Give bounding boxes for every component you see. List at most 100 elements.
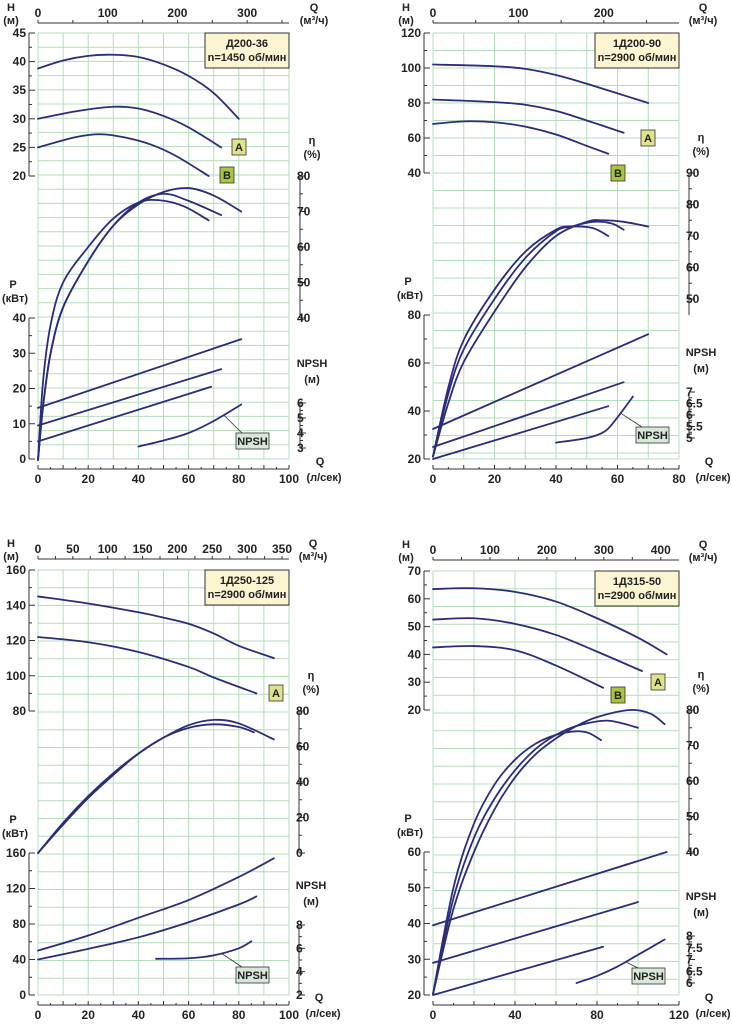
eta-axis-unit: (%) <box>692 146 709 158</box>
npsh-tag-label: NPSH <box>237 970 268 982</box>
p-tick-label: 20 <box>13 382 27 396</box>
q-tick-label: 0 <box>35 1008 42 1022</box>
pump-model-title: 1Д250-125 <box>220 575 274 587</box>
h-tick-label: 100 <box>6 669 26 683</box>
impeller-marker-label: A <box>644 133 652 145</box>
p-tick-label: 80 <box>408 308 422 322</box>
q-tick-label: 40 <box>132 472 146 486</box>
q-m3h-tick-label: 150 <box>133 542 153 556</box>
q-tick-label: 100 <box>279 1008 299 1022</box>
p-axis-title: P <box>9 279 16 291</box>
h-axis-title: H <box>7 2 15 14</box>
head-curve <box>37 595 275 660</box>
impeller-marker-B <box>610 164 626 182</box>
npsh-tick-label: 4 <box>296 965 303 979</box>
q-tick-label: 0 <box>35 472 42 486</box>
efficiency-curve <box>432 225 610 458</box>
npsh-tick-label: 7 <box>686 385 693 399</box>
model-legend-box <box>594 32 680 69</box>
head-curve <box>432 645 605 689</box>
impeller-marker-B <box>219 166 235 184</box>
npsh-tick-label: 2 <box>296 988 303 1002</box>
npsh-leader-line <box>221 952 243 968</box>
npsh-tick-label: 6 <box>686 408 693 422</box>
p-tick-label: 0 <box>19 452 26 466</box>
p-axis-unit: (кВт) <box>397 827 423 839</box>
q-tick-label: 40 <box>132 1008 146 1022</box>
head-curve <box>432 63 650 104</box>
q-m3h-tick-label: 200 <box>594 6 614 20</box>
q-axis-title: Q <box>316 456 325 468</box>
eta-tick-label: 60 <box>686 261 700 275</box>
pump-chart-2: 0 20 40 60 80Q(л/сек)0 100 200 Q(м³/ч)406080100… <box>397 2 731 486</box>
p-tick-label: 0 <box>19 988 26 1002</box>
npsh-tick-label: 4 <box>297 426 304 440</box>
npsh-tag-box <box>635 426 670 444</box>
q-tick-label: 60 <box>182 472 196 486</box>
q-tick-label: 60 <box>611 472 625 486</box>
p-tick-label: 120 <box>6 882 26 896</box>
q-top-axis-title: Q <box>699 2 708 14</box>
power-curve <box>37 857 275 952</box>
eta-tick-label: 60 <box>296 740 310 754</box>
eta-axis-title: η <box>308 670 315 682</box>
h-axis-unit: (м) <box>398 15 414 27</box>
npsh-tag-label: NPSH <box>237 436 268 448</box>
h-tick-label: 80 <box>408 96 422 110</box>
npsh-leader-line <box>620 412 643 428</box>
p-tick-label: 60 <box>408 356 422 370</box>
eta-tick-label: 50 <box>686 810 700 824</box>
efficiency-curve <box>37 198 210 461</box>
impeller-marker-label: B <box>614 690 622 702</box>
p-tick-label: 60 <box>408 845 422 859</box>
npsh-axis-title: NPSH <box>686 891 717 903</box>
q-tick-label: 80 <box>672 472 686 486</box>
h-axis-unit: (м) <box>3 15 19 27</box>
power-curve <box>37 895 258 961</box>
eta-tick-label: 80 <box>686 198 700 212</box>
p-axis-title: P <box>404 276 411 288</box>
q-tick-label: 80 <box>232 1008 246 1022</box>
h-axis-title: H <box>7 538 15 550</box>
q-axis-unit: (л/сек) <box>695 1008 730 1020</box>
npsh-curve <box>575 938 666 984</box>
p-axis-title: P <box>9 814 16 826</box>
power-curve <box>432 333 650 430</box>
npsh-tick-label: 3 <box>297 441 304 455</box>
head-curve <box>432 120 610 155</box>
h-tick-label: 40 <box>408 166 422 180</box>
p-tick-label: 40 <box>13 311 27 325</box>
p-axis-unit: (кВт) <box>2 293 28 305</box>
p-tick-label: 160 <box>6 846 26 860</box>
eta-axis-unit: (%) <box>303 149 320 161</box>
power-curve <box>432 381 625 448</box>
model-legend-box <box>594 570 680 607</box>
q-tick-label: 80 <box>232 472 246 486</box>
npsh-curve <box>155 940 253 960</box>
q-m3h-tick-label: 50 <box>66 542 80 556</box>
head-curve <box>37 53 240 120</box>
eta-axis-title: η <box>698 132 705 144</box>
h-axis-unit: (м) <box>398 552 414 564</box>
h-tick-label: 20 <box>408 703 422 717</box>
npsh-leader-line <box>223 414 243 434</box>
efficiency-curve <box>37 192 223 461</box>
head-curve <box>37 636 258 695</box>
q-tick-label: 40 <box>508 1008 522 1022</box>
q-m3h-tick-label: 350 <box>272 542 292 556</box>
impeller-marker-B <box>610 686 626 704</box>
eta-tick-label: 80 <box>297 169 311 183</box>
q-m3h-tick-label: 100 <box>480 543 500 557</box>
h-tick-label: 40 <box>408 647 422 661</box>
q-tick-label: 120 <box>669 1008 689 1022</box>
q-m3h-tick-label: 200 <box>167 542 187 556</box>
q-m3h-tick-label: 250 <box>202 542 222 556</box>
q-m3h-tick-label: 400 <box>651 543 671 557</box>
p-axis-title: P <box>404 813 411 825</box>
q-top-axis-title: Q <box>310 2 319 14</box>
h-tick-label: 60 <box>408 592 422 606</box>
q-tick-label: 0 <box>430 472 437 486</box>
